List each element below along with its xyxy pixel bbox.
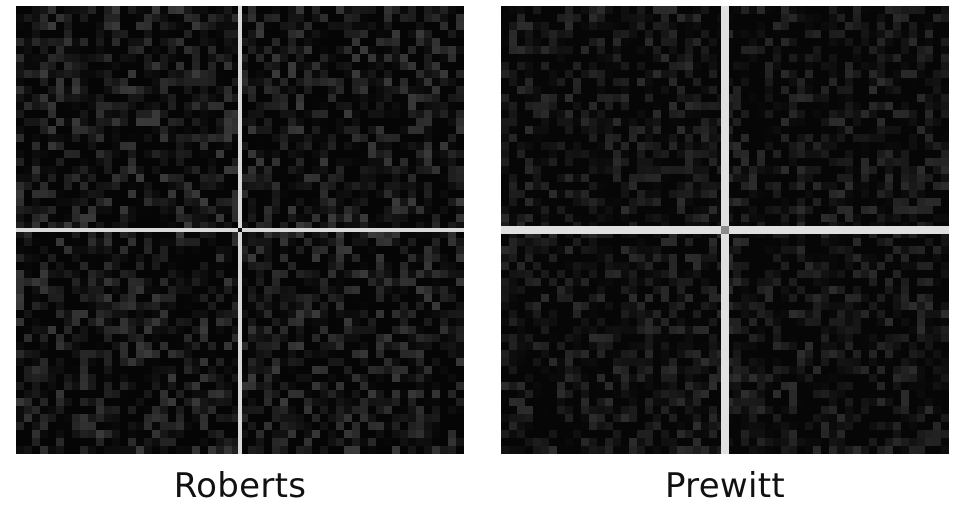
prewitt-edge-image — [501, 6, 949, 454]
roberts-edge-image — [16, 6, 464, 454]
prewitt-caption: Prewitt — [664, 466, 786, 506]
center-junction — [721, 226, 729, 234]
roberts-caption: Roberts — [173, 466, 307, 506]
prewitt-noise-image — [501, 6, 949, 454]
center-junction — [238, 228, 242, 232]
noise-pixels — [501, 6, 949, 454]
roberts-noise-image — [16, 6, 464, 454]
noise-pixels — [16, 6, 464, 454]
